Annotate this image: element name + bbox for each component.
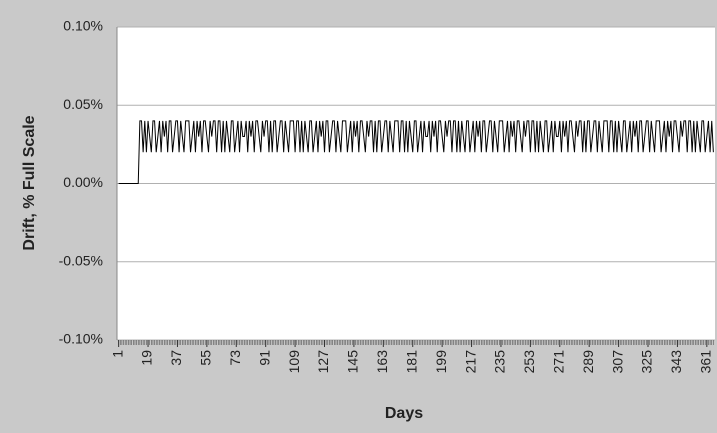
x-tick-label: 235 [492,350,508,374]
x-tick-label: 1 [109,350,125,358]
x-tick-label: 55 [198,350,214,366]
x-tick-label: 109 [286,350,302,374]
x-tick-label: 19 [139,350,155,366]
x-tick-label: 289 [580,350,596,374]
y-tick-label: -0.10% [59,331,103,347]
x-tick-label: 253 [521,350,537,374]
y-axis-title: Drift, % Full Scale [21,115,38,250]
y-tick-label: 0.05% [63,96,103,112]
y-tick-label: 0.10% [63,18,103,34]
y-tick-label: -0.05% [59,252,103,268]
x-tick-label: 181 [403,350,419,374]
x-tick-label: 307 [609,350,625,374]
x-tick-label: 199 [433,350,449,374]
x-tick-label: 127 [315,350,331,374]
x-tick-label: 217 [462,350,478,374]
data-line [118,120,714,184]
x-tick-label: 73 [227,350,243,366]
x-tick-label: 163 [374,350,390,374]
x-tick-label: 325 [639,350,655,374]
x-axis-title: Days [385,405,423,422]
x-tick-label: 271 [550,350,566,374]
x-tick-label: 145 [345,350,361,374]
x-tick-label: 37 [168,350,184,366]
x-tick-label: 343 [668,350,684,374]
y-tick-label: 0.00% [63,174,103,190]
x-tick-label: 91 [256,350,272,366]
x-tick-label: 361 [698,350,714,374]
